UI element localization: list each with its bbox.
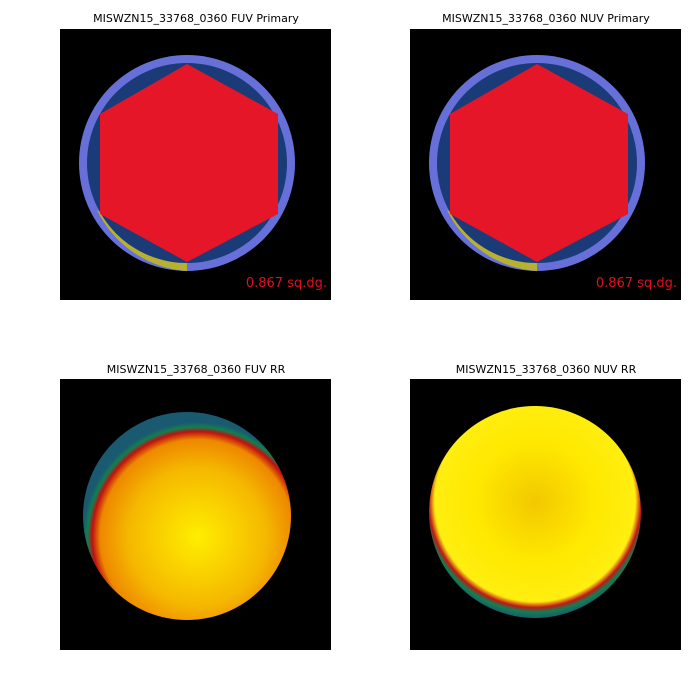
hexagon	[450, 64, 628, 262]
panel: MISWZN15_33768_0360 NUV Primary 0.867 sq…	[410, 12, 681, 300]
panel: MISWZN15_33768_0360 FUV Primary 0.867 sq…	[60, 12, 331, 300]
response-map	[83, 412, 291, 620]
area-label: 0.867 sq.dg.	[246, 276, 327, 291]
panel: MISWZN15_33768_0360 FUV RR	[60, 363, 331, 650]
panel-title: MISWZN15_33768_0360 NUV Primary	[442, 12, 650, 25]
panel-title: MISWZN15_33768_0360 NUV RR	[456, 363, 637, 376]
panel-title: MISWZN15_33768_0360 FUV Primary	[93, 12, 299, 25]
hexagon	[100, 64, 278, 262]
panel-title: MISWZN15_33768_0360 FUV RR	[107, 363, 286, 376]
response-map	[429, 406, 641, 618]
area-label: 0.867 sq.dg.	[596, 276, 677, 291]
panel: MISWZN15_33768_0360 NUV RR	[410, 363, 681, 650]
